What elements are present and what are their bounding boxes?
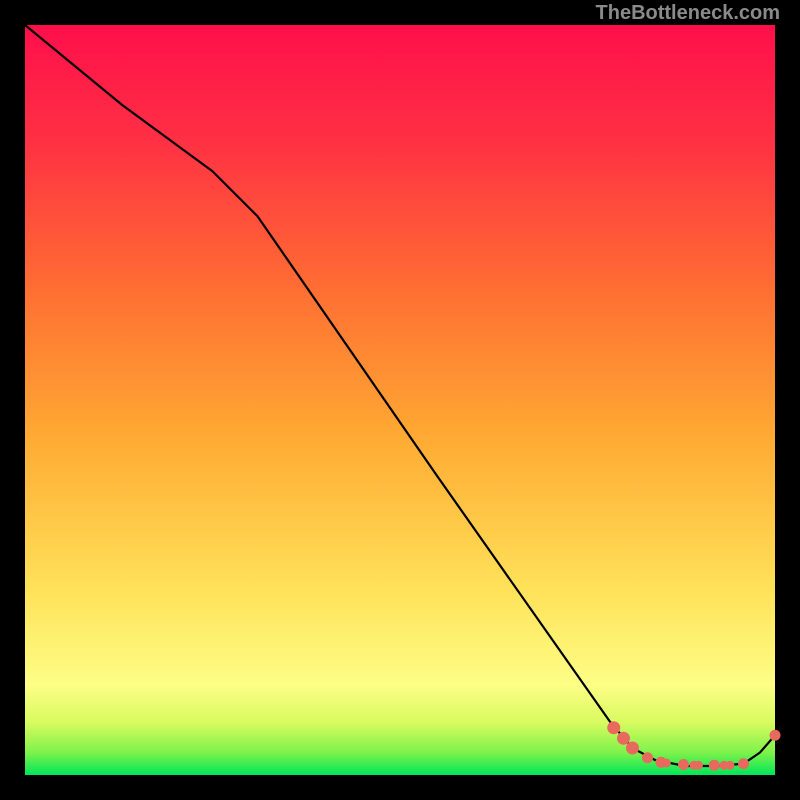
marker-point — [618, 732, 630, 744]
marker-point — [679, 760, 689, 770]
marker-point — [739, 759, 749, 769]
bottleneck-chart — [0, 0, 800, 800]
marker-point — [662, 759, 670, 767]
chart-container: TheBottleneck.com — [0, 0, 800, 800]
marker-point — [709, 760, 719, 770]
watermark-text: TheBottleneck.com — [596, 2, 780, 25]
marker-point — [608, 722, 620, 734]
marker-point — [643, 753, 653, 763]
gradient-background — [25, 25, 775, 775]
marker-point — [627, 742, 639, 754]
marker-point — [726, 761, 734, 769]
marker-point — [695, 761, 703, 769]
marker-point — [770, 730, 780, 740]
